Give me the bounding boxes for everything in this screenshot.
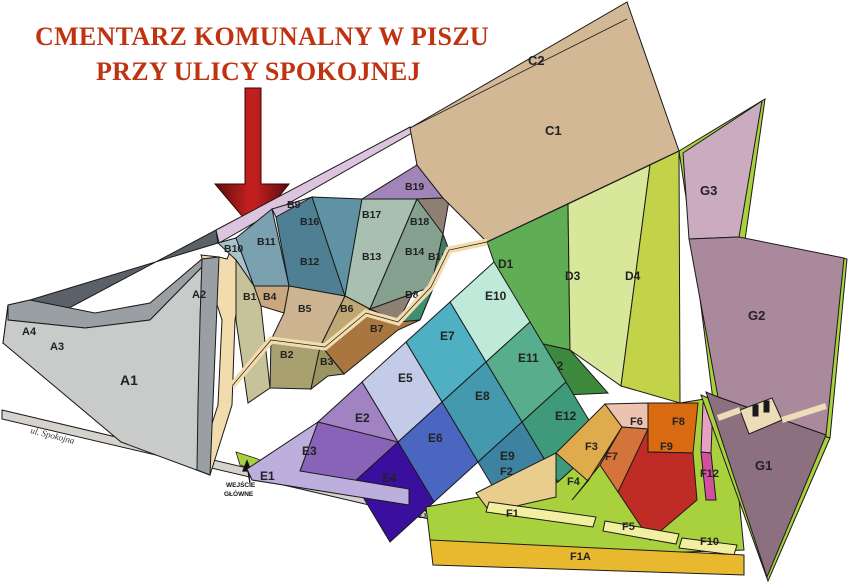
svg-text:D1: D1 [498, 257, 514, 271]
svg-text:F3: F3 [585, 441, 598, 453]
svg-text:G1: G1 [755, 458, 772, 473]
svg-text:E1: E1 [260, 469, 275, 483]
svg-text:E2: E2 [355, 411, 370, 425]
svg-text:B16: B16 [300, 216, 319, 228]
svg-text:B3: B3 [320, 356, 334, 368]
svg-text:B1: B1 [243, 291, 257, 303]
svg-text:D3: D3 [565, 269, 581, 283]
svg-text:B17: B17 [362, 209, 381, 221]
svg-text:C1: C1 [545, 123, 562, 138]
svg-text:F7: F7 [605, 451, 618, 463]
svg-text:E8: E8 [475, 389, 490, 403]
svg-text:D4: D4 [625, 269, 641, 283]
svg-text:GŁÓWNE: GŁÓWNE [224, 489, 254, 498]
svg-text:B11: B11 [257, 236, 276, 248]
svg-text:PRZY ULICY SPOKOJNEJ: PRZY ULICY SPOKOJNEJ [96, 57, 421, 86]
svg-text:E4: E4 [382, 471, 397, 485]
svg-text:A3: A3 [50, 341, 64, 353]
svg-text:A4: A4 [22, 326, 37, 338]
svg-text:A1: A1 [120, 372, 138, 388]
svg-text:B5: B5 [298, 303, 312, 315]
svg-text:E3: E3 [302, 444, 317, 458]
svg-text:F9: F9 [660, 441, 673, 453]
svg-text:G3: G3 [700, 183, 717, 198]
svg-text:F1: F1 [506, 508, 519, 520]
svg-text:B4: B4 [263, 291, 277, 303]
svg-text:E12: E12 [555, 409, 577, 423]
svg-text:F12: F12 [700, 468, 719, 480]
svg-text:A2: A2 [192, 289, 206, 301]
svg-text:G2: G2 [748, 308, 765, 323]
svg-text:F4: F4 [567, 476, 581, 488]
svg-text:F1A: F1A [570, 551, 591, 563]
svg-text:B10: B10 [224, 243, 243, 255]
svg-text:CMENTARZ KOMUNALNY W PISZU: CMENTARZ KOMUNALNY W PISZU [35, 22, 489, 51]
svg-text:WEJŚCIE: WEJŚCIE [226, 480, 256, 489]
svg-text:F8: F8 [672, 416, 685, 428]
svg-text:B13: B13 [362, 251, 381, 263]
svg-text:B12: B12 [300, 256, 319, 268]
svg-text:E6: E6 [428, 431, 443, 445]
svg-text:B9: B9 [287, 199, 301, 211]
svg-text:B7: B7 [370, 323, 384, 335]
svg-text:F2: F2 [500, 466, 513, 478]
svg-text:B14: B14 [405, 246, 424, 258]
svg-text:F6: F6 [630, 416, 643, 428]
svg-text:E10: E10 [485, 289, 507, 303]
svg-text:C2: C2 [528, 53, 545, 68]
svg-text:B2: B2 [280, 349, 294, 361]
svg-text:E9: E9 [500, 449, 515, 463]
svg-text:F5: F5 [622, 521, 635, 533]
svg-text:B6: B6 [340, 303, 354, 315]
svg-text:B19: B19 [405, 181, 424, 193]
svg-text:E11: E11 [518, 351, 539, 365]
svg-text:B18: B18 [410, 216, 429, 228]
svg-text:E7: E7 [440, 329, 455, 343]
svg-text:E5: E5 [398, 371, 413, 385]
svg-text:F10: F10 [700, 536, 719, 548]
